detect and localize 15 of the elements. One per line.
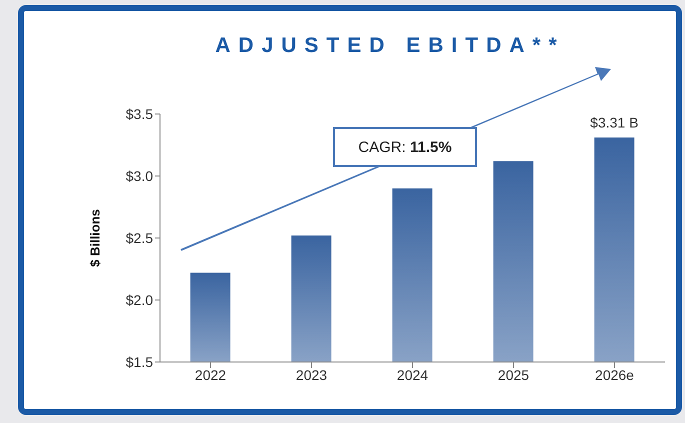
x-tick-label: 2026e [595,366,634,383]
y-tick-label: $3.0 [126,168,154,184]
y-axis-title: $ Billions [88,209,103,267]
y-tick-label: $2.0 [126,292,154,308]
x-tick-label: 2023 [296,366,328,383]
data-label: $3.31 B [590,114,638,131]
y-tick-label: $2.5 [126,230,154,246]
x-tick-label: 2024 [396,366,428,383]
callout-box: CAGR: 11.5% [333,127,477,167]
chart-title: ADJUSTED EBITDA** [214,34,566,58]
y-tick-label: $1.5 [126,354,154,370]
x-tick-label: 2025 [498,366,530,383]
y-tick-label: $3.5 [126,106,154,122]
annotation: CAGR: 11.5% [358,138,452,156]
x-tick-label: 2022 [194,366,226,383]
